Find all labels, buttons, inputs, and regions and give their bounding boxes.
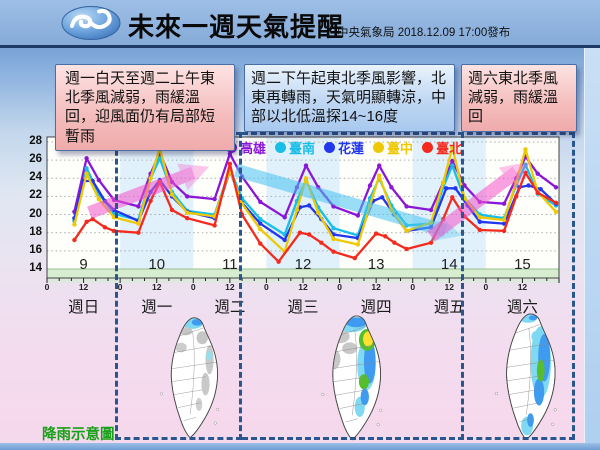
series-line-臺南 bbox=[73, 157, 557, 237]
legend-label: 高雄 bbox=[240, 141, 267, 156]
date-label-12: 12 bbox=[294, 256, 312, 273]
hour-tick-label-0: 0 bbox=[44, 282, 50, 292]
hour-tick-label-12: 12 bbox=[371, 282, 381, 292]
trend-arrow-warming bbox=[87, 163, 210, 219]
page-title: 未來一週天氣提醒 bbox=[128, 12, 345, 42]
day-band-10 bbox=[120, 137, 194, 278]
cold-floor-band bbox=[47, 268, 559, 278]
y-axis-label-28: 28 bbox=[29, 135, 42, 147]
legend-item-臺北: 臺北 bbox=[422, 138, 462, 157]
day-band-14 bbox=[412, 137, 486, 278]
rain-map-wed-fri bbox=[321, 315, 383, 441]
date-label-14: 14 bbox=[440, 256, 458, 273]
series-line-臺北 bbox=[73, 162, 557, 263]
date-label-10: 10 bbox=[148, 256, 166, 273]
legend-item-臺南: 臺南 bbox=[275, 138, 315, 157]
y-axis-label-16: 16 bbox=[29, 243, 42, 256]
y-axis-label-24: 24 bbox=[29, 171, 42, 184]
series-line-臺中 bbox=[73, 146, 557, 253]
hour-tick-label-12: 12 bbox=[444, 282, 455, 292]
hour-tick-label-12: 12 bbox=[78, 282, 89, 292]
alert-box-saturday: 週六東北季風減弱，雨緩溫回 bbox=[461, 64, 577, 132]
weekday-label-10: 週一 bbox=[141, 299, 173, 316]
hour-tick-label-12: 12 bbox=[151, 282, 162, 292]
date-label-9: 9 bbox=[79, 256, 88, 273]
y-axis-label-22: 22 bbox=[29, 189, 42, 202]
rainfall-caption: 降雨示意圖 bbox=[42, 427, 115, 443]
alert-box-monday-tuesday: 週一白天至週二上午東北季風減弱，雨緩溫回，迎風面仍有局部短暫雨 bbox=[55, 64, 235, 151]
hour-tick-label-0: 0 bbox=[264, 282, 269, 292]
hour-tick-label-0: 0 bbox=[190, 282, 196, 292]
legend-label: 臺中 bbox=[387, 141, 414, 156]
hour-tick-label-12: 12 bbox=[225, 282, 235, 292]
rain-map-sat bbox=[494, 313, 557, 441]
hour-tick-label-12: 12 bbox=[517, 282, 528, 292]
day-band-12 bbox=[266, 137, 340, 278]
date-label-11: 11 bbox=[222, 256, 238, 273]
bottom-edge-band bbox=[0, 443, 600, 450]
trend-arrow-cooling bbox=[233, 163, 462, 242]
legend-label: 臺南 bbox=[289, 141, 316, 156]
series-line-高雄 bbox=[73, 151, 557, 219]
y-axis-label-14: 14 bbox=[29, 261, 42, 274]
alert-box-tuesday-cold-front: 週二下午起東北季風影響，北東再轉雨，天氣明顯轉涼，中部以北低溫探14~16度 bbox=[244, 64, 455, 132]
hour-tick-label-12: 12 bbox=[298, 282, 308, 292]
chart-legend: 高雄 臺南 花蓮 臺中 臺北 bbox=[226, 138, 462, 157]
legend-label: 臺北 bbox=[436, 141, 463, 156]
legend-label: 花蓮 bbox=[338, 141, 365, 156]
y-axis-label-18: 18 bbox=[29, 225, 42, 238]
series-line-花蓮 bbox=[73, 169, 557, 242]
legend-dot-icon bbox=[422, 142, 434, 153]
hour-tick-label-0: 0 bbox=[337, 282, 342, 292]
date-label-13: 13 bbox=[367, 256, 385, 273]
legend-dot-icon bbox=[275, 142, 287, 153]
publisher-timestamp: 中央氣象局 2018.12.09 17:00發布 bbox=[337, 27, 511, 39]
swirl-icon bbox=[70, 8, 112, 30]
header-divider bbox=[0, 45, 600, 48]
legend-item-臺中: 臺中 bbox=[373, 138, 413, 157]
legend-item-花蓮: 花蓮 bbox=[324, 138, 364, 157]
right-edge-band bbox=[584, 46, 600, 450]
rain-map-mon-tue bbox=[160, 317, 220, 439]
y-axis-label-20: 20 bbox=[29, 207, 42, 220]
trend-arrow-warming bbox=[427, 161, 531, 242]
hour-tick-label-0: 0 bbox=[410, 282, 416, 292]
weekday-label-9: 週日 bbox=[68, 299, 100, 316]
hour-tick-label-0: 0 bbox=[117, 282, 123, 292]
cwb-logo bbox=[60, 5, 122, 46]
y-axis-label-26: 26 bbox=[29, 153, 42, 166]
weekday-label-11: 週二 bbox=[214, 299, 246, 316]
legend-dot-icon bbox=[373, 142, 385, 153]
legend-dot-icon bbox=[324, 142, 336, 153]
hour-tick-label-0: 0 bbox=[483, 282, 489, 292]
date-label-15: 15 bbox=[514, 256, 531, 273]
